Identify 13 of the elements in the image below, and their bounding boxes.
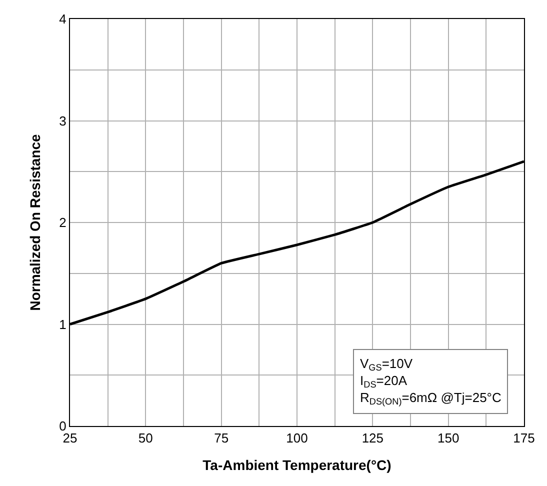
x-axis-title: Ta-Ambient Temperature(°C) <box>202 456 392 473</box>
y-tick-label: 3 <box>59 113 66 128</box>
y-tick-label: 2 <box>59 215 66 230</box>
x-tick-label: 125 <box>362 430 384 446</box>
text: V$_{GS}$=10V I$_{DS}$=20A R$_{DS(ON)}$=6mΩ @Tj=25°C <box>360 356 502 407</box>
x-tick-label: 150 <box>437 430 460 446</box>
x-tick-label: 50 <box>138 430 153 446</box>
y-tick-label: 1 <box>59 316 66 332</box>
y-axis-title: Normalized On Resistance <box>26 134 43 311</box>
x-tick-label: 75 <box>214 430 229 446</box>
x-tick-label: 175 <box>513 430 535 446</box>
x-tick-label: 100 <box>286 430 308 446</box>
y-tick-label: 4 <box>59 12 66 27</box>
